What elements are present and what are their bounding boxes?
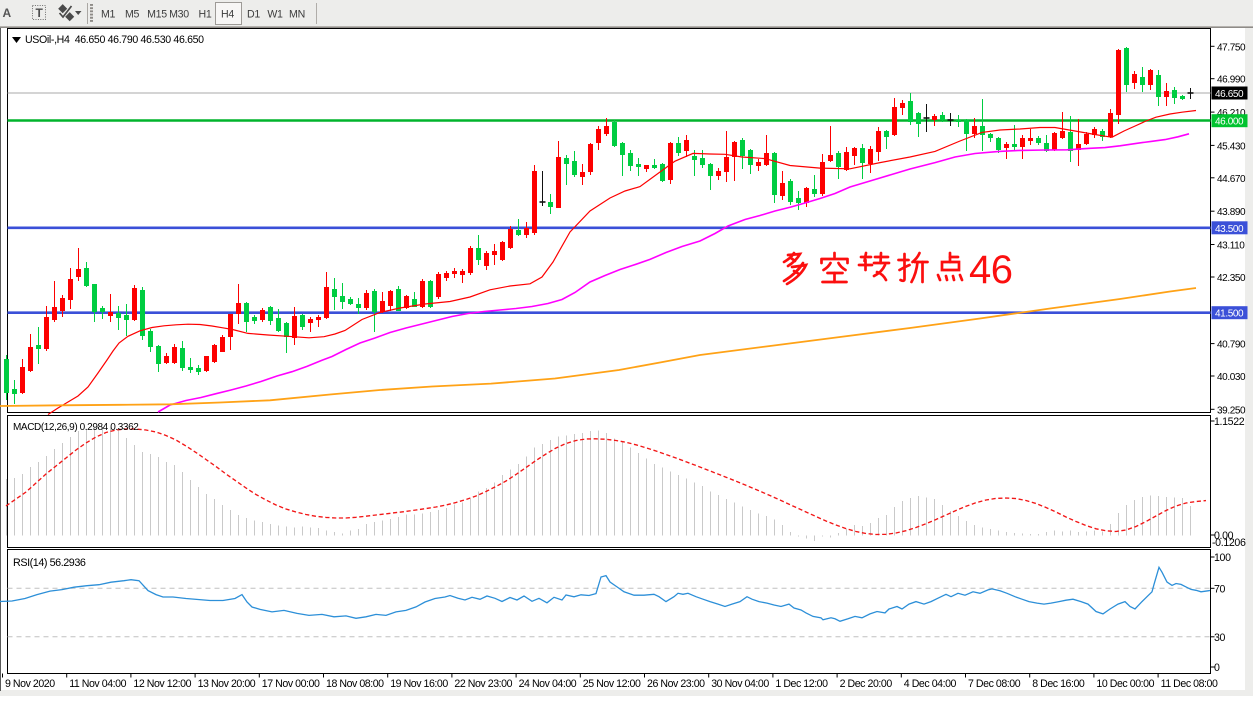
svg-text:43.890: 43.890 [1217, 207, 1246, 218]
svg-text:24 Nov 04:00: 24 Nov 04:00 [519, 678, 577, 690]
svg-text:D1: D1 [247, 9, 260, 21]
svg-text:13 Nov 20:00: 13 Nov 20:00 [198, 678, 256, 690]
svg-text:1 Dec 12:00: 1 Dec 12:00 [775, 678, 828, 690]
svg-text:T: T [36, 6, 44, 20]
svg-text:10 Dec 00:00: 10 Dec 00:00 [1096, 678, 1154, 690]
svg-text:47.750: 47.750 [1217, 42, 1246, 53]
svg-text:H4: H4 [221, 9, 234, 21]
svg-text:45.430: 45.430 [1217, 141, 1246, 152]
svg-text:-0.1206: -0.1206 [1212, 537, 1246, 549]
svg-text:17 Nov 00:00: 17 Nov 00:00 [262, 678, 320, 690]
svg-text:H1: H1 [199, 9, 212, 21]
svg-text:11 Dec 08:00: 11 Dec 08:00 [1161, 678, 1218, 690]
svg-text:7 Dec 08:00: 7 Dec 08:00 [968, 678, 1021, 690]
svg-text:30: 30 [1214, 632, 1226, 644]
svg-text:42.350: 42.350 [1217, 273, 1246, 284]
svg-text:12 Nov 12:00: 12 Nov 12:00 [133, 678, 191, 690]
svg-text:19 Nov 16:00: 19 Nov 16:00 [390, 678, 448, 690]
svg-text:18 Nov 08:00: 18 Nov 08:00 [326, 678, 384, 690]
svg-text:43.110: 43.110 [1217, 241, 1245, 252]
svg-text:1.1522: 1.1522 [1214, 416, 1245, 428]
svg-text:25 Nov 12:00: 25 Nov 12:00 [583, 678, 641, 690]
svg-text:40.790: 40.790 [1217, 340, 1246, 351]
svg-text:46.000: 46.000 [1215, 117, 1244, 128]
svg-text:30 Nov 04:00: 30 Nov 04:00 [711, 678, 769, 690]
svg-text:2 Dec 20:00: 2 Dec 20:00 [840, 678, 893, 690]
svg-text:46.650: 46.650 [1215, 89, 1244, 100]
svg-text:46: 46 [969, 248, 1013, 292]
svg-text:MACD(12,26,9) 0.2984 0.3362: MACD(12,26,9) 0.2984 0.3362 [13, 422, 139, 433]
svg-text:43.500: 43.500 [1215, 224, 1244, 235]
svg-text:4 Dec 04:00: 4 Dec 04:00 [904, 678, 957, 690]
svg-text:M1: M1 [101, 9, 116, 21]
svg-text:0: 0 [1214, 662, 1220, 674]
svg-text:8 Dec 16:00: 8 Dec 16:00 [1032, 678, 1085, 690]
svg-text:A: A [3, 6, 12, 20]
svg-text:46.210: 46.210 [1217, 108, 1246, 119]
svg-text:70: 70 [1214, 583, 1226, 595]
svg-text:40.030: 40.030 [1217, 372, 1246, 383]
svg-text:26 Nov 23:00: 26 Nov 23:00 [647, 678, 705, 690]
svg-text:22 Nov 23:00: 22 Nov 23:00 [454, 678, 512, 690]
svg-text:11 Nov 04:00: 11 Nov 04:00 [69, 678, 126, 690]
svg-text:M5: M5 [125, 9, 140, 21]
svg-text:M15: M15 [147, 9, 167, 21]
svg-text:M30: M30 [169, 9, 189, 21]
svg-text:MN: MN [289, 9, 305, 21]
svg-text:41.500: 41.500 [1215, 309, 1244, 320]
svg-text:USOil-,H4 46.650 46.790 46.53: USOil-,H4 46.650 46.790 46.530 46.650 [25, 34, 204, 46]
svg-text:46.990: 46.990 [1217, 75, 1246, 86]
svg-text:39.250: 39.250 [1217, 405, 1246, 416]
svg-text:RSI(14) 56.2936: RSI(14) 56.2936 [13, 557, 86, 569]
svg-text:0.00: 0.00 [1214, 530, 1234, 542]
svg-text:W1: W1 [267, 9, 283, 21]
svg-text:44.670: 44.670 [1217, 174, 1246, 185]
svg-text:9 Nov 2020: 9 Nov 2020 [5, 678, 55, 690]
svg-text:100: 100 [1214, 552, 1231, 564]
